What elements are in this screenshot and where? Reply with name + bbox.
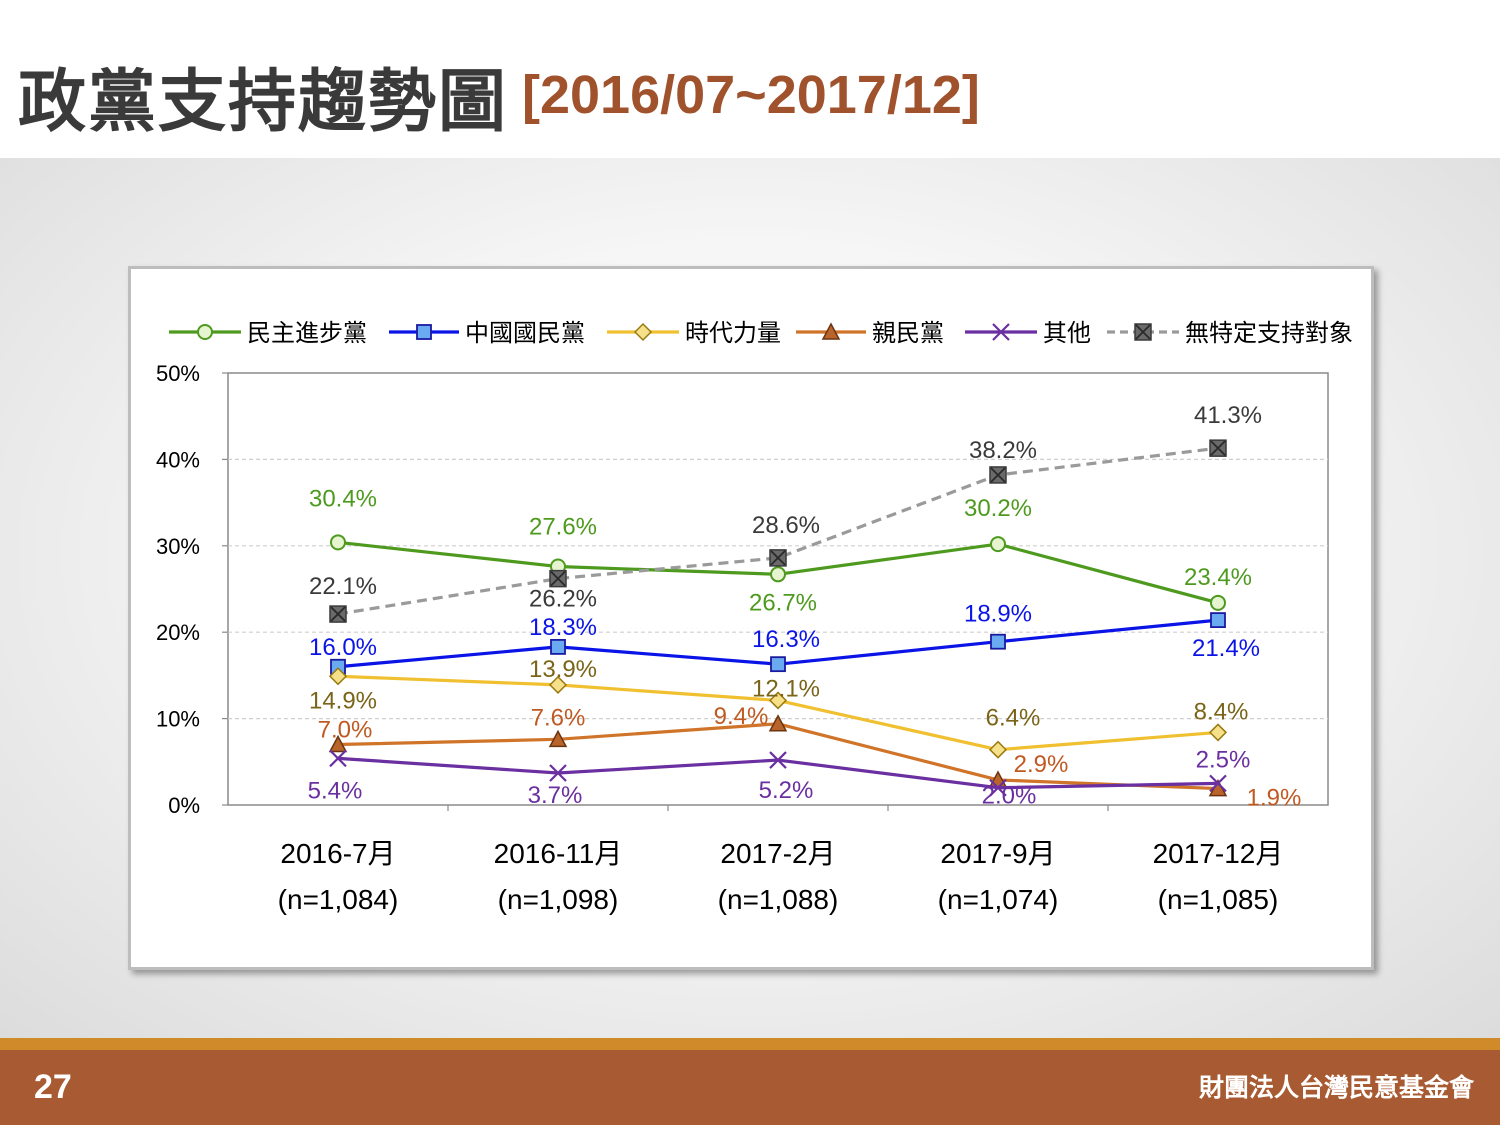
data-point	[329, 749, 347, 768]
data-label: 18.9%	[964, 601, 1032, 628]
x-tick-label: 2017-9月	[940, 838, 1055, 869]
organization-name: 財團法人台灣民意基金會	[1198, 1073, 1474, 1102]
data-point	[548, 729, 568, 748]
x-sample-label: (n=1,074)	[938, 884, 1059, 915]
x-sample-label: (n=1,098)	[498, 884, 619, 915]
title-bar: 政黨支持趨勢圖 [2016/07~2017/12]	[0, 0, 1500, 158]
data-label: 16.3%	[752, 626, 820, 653]
x-sample-label: (n=1,088)	[718, 884, 839, 915]
chart-frame: 0% 10% 20% 30% 40% 50% 2016-7月 (n=1,084) 2016-11…	[128, 266, 1374, 970]
line-chart: 0% 10% 20% 30% 40% 50% 2016-7月 (n=1,084) 2016-11…	[156, 319, 1353, 915]
footer-accent-line	[0, 1038, 1500, 1050]
data-point	[1209, 774, 1227, 793]
data-label: 28.6%	[752, 512, 820, 539]
data-point-cross	[330, 606, 346, 622]
y-tick-label: 30%	[156, 534, 200, 559]
data-point	[990, 633, 1006, 650]
legend-marker	[633, 322, 653, 342]
data-label: 23.4%	[1184, 564, 1252, 591]
legend-label: 其他	[1043, 319, 1091, 347]
y-tick-label: 10%	[156, 707, 200, 732]
data-label: 12.1%	[752, 675, 820, 702]
data-point	[328, 734, 348, 753]
data-point	[550, 638, 566, 655]
y-tick-label: 20%	[156, 620, 200, 645]
data-label: 41.3%	[1194, 402, 1262, 429]
data-label: 27.6%	[529, 514, 597, 541]
y-tick-label: 50%	[156, 361, 200, 386]
data-label: 7.0%	[318, 717, 373, 744]
legend-label: 民主進步黨	[247, 319, 367, 347]
data-point-cross	[770, 550, 786, 566]
data-point-cross	[990, 467, 1006, 483]
page-title: 政黨支持趨勢圖	[18, 63, 509, 142]
data-label: 18.3%	[529, 614, 597, 641]
data-label: 13.9%	[529, 656, 597, 683]
data-point	[1208, 723, 1228, 742]
y-tick-label: 40%	[156, 447, 200, 472]
data-point	[549, 764, 567, 782]
data-label: 2.0%	[982, 783, 1037, 810]
data-point-cross	[1210, 440, 1226, 456]
data-label: 14.9%	[309, 687, 377, 714]
data-label: 1.9%	[1247, 785, 1302, 812]
legend-marker	[992, 323, 1010, 341]
data-point	[990, 536, 1006, 553]
data-point	[768, 691, 788, 710]
legend-label: 中國國民黨	[465, 319, 585, 347]
data-label: 38.2%	[969, 437, 1037, 464]
x-sample-label: (n=1,084)	[278, 884, 399, 915]
data-label: 5.4%	[308, 777, 363, 804]
data-label: 9.4%	[714, 703, 769, 730]
data-point	[769, 751, 787, 769]
page-number: 27	[34, 1068, 72, 1106]
data-label: 22.1%	[309, 573, 377, 600]
data-point	[548, 675, 568, 694]
legend-marker	[197, 324, 213, 340]
data-point	[328, 667, 348, 686]
x-tick-label: 2017-2月	[720, 838, 835, 869]
data-label: 2.5%	[1196, 746, 1251, 773]
data-point	[770, 566, 786, 583]
data-label: 30.4%	[309, 485, 377, 512]
page-subtitle: [2016/07~2017/12]	[522, 65, 980, 125]
data-label: 2.9%	[1014, 751, 1069, 778]
data-point	[330, 534, 346, 551]
data-point	[989, 778, 1007, 797]
legend-marker	[416, 324, 432, 340]
data-point	[768, 714, 788, 732]
x-tick-label: 2016-7月	[280, 838, 395, 869]
legend-label: 無特定支持對象	[1185, 319, 1353, 347]
x-tick-label: 2016-11月	[494, 838, 623, 869]
x-sample-label: (n=1,085)	[1158, 884, 1279, 915]
legend-marker	[821, 322, 841, 340]
data-point-cross	[550, 570, 566, 587]
data-label: 26.7%	[749, 589, 817, 616]
data-label: 8.4%	[1194, 698, 1249, 725]
legend-label: 親民黨	[872, 319, 944, 347]
legend-label: 時代力量	[685, 319, 781, 347]
data-label: 5.2%	[759, 777, 814, 804]
data-point	[770, 656, 786, 673]
data-point	[1210, 594, 1226, 611]
series-line	[337, 446, 1219, 616]
data-label: 7.6%	[531, 704, 586, 731]
data-point	[988, 740, 1008, 759]
data-label: 26.2%	[529, 586, 597, 613]
data-label: 21.4%	[1192, 635, 1260, 662]
data-label: 16.0%	[309, 634, 377, 661]
data-label: 3.7%	[528, 782, 583, 809]
x-tick-label: 2017-12月	[1153, 838, 1284, 869]
data-label: 6.4%	[986, 705, 1041, 732]
y-tick-label: 0%	[168, 793, 200, 818]
legend-marker-cross	[1135, 324, 1151, 340]
data-point	[1210, 612, 1226, 629]
plot-area	[227, 372, 1329, 806]
data-label: 30.2%	[964, 495, 1032, 522]
footer-bar	[0, 1050, 1500, 1125]
